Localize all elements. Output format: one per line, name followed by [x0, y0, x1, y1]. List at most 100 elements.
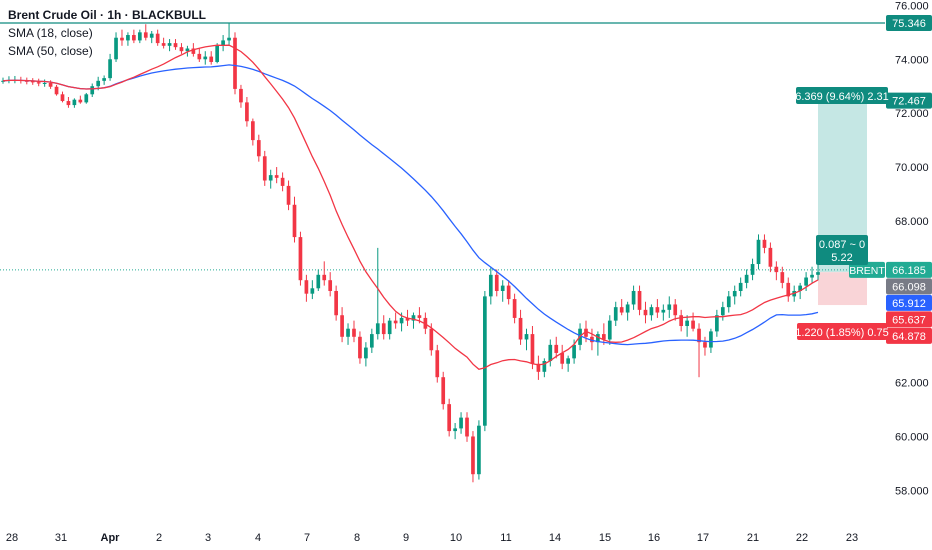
- x-tick-label: 8: [354, 532, 360, 544]
- target-label-text: 6.369 (9.64%) 2.31: [795, 91, 889, 103]
- candle-body: [488, 274, 493, 297]
- candle-body: [209, 56, 214, 62]
- price-label-box: [886, 327, 932, 344]
- candle: [709, 328, 713, 353]
- candle: [334, 285, 338, 321]
- candle: [506, 280, 511, 305]
- candle: [453, 423, 457, 440]
- axis-price-label: 65.912: [886, 294, 932, 311]
- candle: [203, 51, 208, 65]
- candle: [679, 309, 684, 332]
- candle-body: [149, 33, 154, 38]
- candle: [703, 336, 707, 356]
- x-tick-label: 16: [648, 532, 660, 544]
- sma50-legend[interactable]: SMA (50, close): [8, 44, 93, 58]
- price-label-box: [886, 311, 932, 328]
- candle: [185, 45, 190, 57]
- x-tick-label: 15: [599, 532, 611, 544]
- candle-body: [726, 296, 731, 308]
- candle: [477, 420, 481, 480]
- candle-body: [179, 47, 184, 52]
- candle: [459, 412, 463, 434]
- candle-body: [346, 328, 350, 337]
- y-tick-label: 74.000: [895, 54, 929, 66]
- candle-body: [768, 247, 773, 267]
- candle-body: [167, 43, 172, 46]
- x-tick-label: 9: [403, 532, 409, 544]
- candle-body: [494, 274, 499, 291]
- candle-body: [352, 328, 356, 337]
- candle-body: [477, 425, 481, 475]
- candle: [435, 344, 440, 383]
- candle-body: [720, 307, 725, 316]
- candle-body: [673, 304, 678, 316]
- price-label-text: 75.346: [892, 18, 926, 30]
- candle: [518, 309, 523, 345]
- pnl-label-box: [816, 235, 868, 265]
- candle-body: [679, 315, 684, 327]
- candle: [292, 196, 297, 243]
- candle: [524, 328, 529, 351]
- candle-body: [191, 48, 196, 54]
- candle: [167, 39, 172, 52]
- y-tick-label: 68.000: [895, 216, 929, 228]
- candle-body: [655, 307, 660, 313]
- candle: [364, 342, 368, 367]
- candle-body: [697, 328, 701, 343]
- candle: [268, 169, 273, 189]
- candle: [316, 269, 321, 291]
- candle: [411, 312, 416, 329]
- candle-body: [661, 309, 666, 313]
- candle: [631, 285, 636, 310]
- candle-body: [715, 315, 719, 332]
- candle: [233, 32, 237, 95]
- price-label-box: [886, 261, 932, 278]
- price-label-text: 65.637: [892, 314, 926, 326]
- candle: [661, 304, 666, 321]
- candle-body: [435, 350, 440, 378]
- candle-body: [631, 290, 636, 305]
- candle-body: [84, 94, 89, 103]
- x-tick-label: 11: [500, 532, 511, 544]
- candle: [566, 355, 570, 372]
- pnl-label-line2: 5.22: [831, 252, 852, 264]
- candle: [774, 261, 779, 281]
- price-label-text: 66.098: [892, 281, 926, 293]
- candle-body: [381, 323, 386, 335]
- candle-body: [447, 404, 452, 432]
- price-label-box: [886, 278, 932, 295]
- x-tick-label: 21: [747, 532, 759, 544]
- candle-body: [328, 280, 333, 291]
- candle: [114, 32, 118, 62]
- candle: [340, 307, 344, 343]
- sma18-legend[interactable]: SMA (18, close): [8, 26, 93, 40]
- candle: [179, 43, 184, 54]
- candle-body: [483, 296, 487, 426]
- candle: [209, 51, 214, 65]
- candle-body: [703, 342, 707, 348]
- candle-body: [298, 237, 303, 281]
- candle-body: [233, 37, 237, 89]
- y-tick-label: 76.000: [895, 0, 929, 12]
- candle: [13, 75, 17, 84]
- candle-body: [613, 307, 618, 321]
- candle-body: [393, 320, 398, 324]
- candle: [536, 355, 541, 380]
- candle: [762, 234, 767, 254]
- candle: [245, 96, 249, 127]
- candle: [691, 312, 695, 332]
- candle-body: [369, 334, 374, 348]
- candle: [750, 258, 755, 281]
- candle-body: [120, 37, 124, 41]
- candle: [548, 339, 553, 367]
- candle-body: [500, 285, 505, 291]
- candle-body: [126, 35, 130, 41]
- candle-body: [619, 307, 624, 313]
- price-label-box: [886, 92, 932, 109]
- candle: [756, 234, 761, 270]
- candle: [328, 272, 333, 297]
- y-tick-label: 58.000: [895, 485, 929, 497]
- candle: [601, 323, 606, 345]
